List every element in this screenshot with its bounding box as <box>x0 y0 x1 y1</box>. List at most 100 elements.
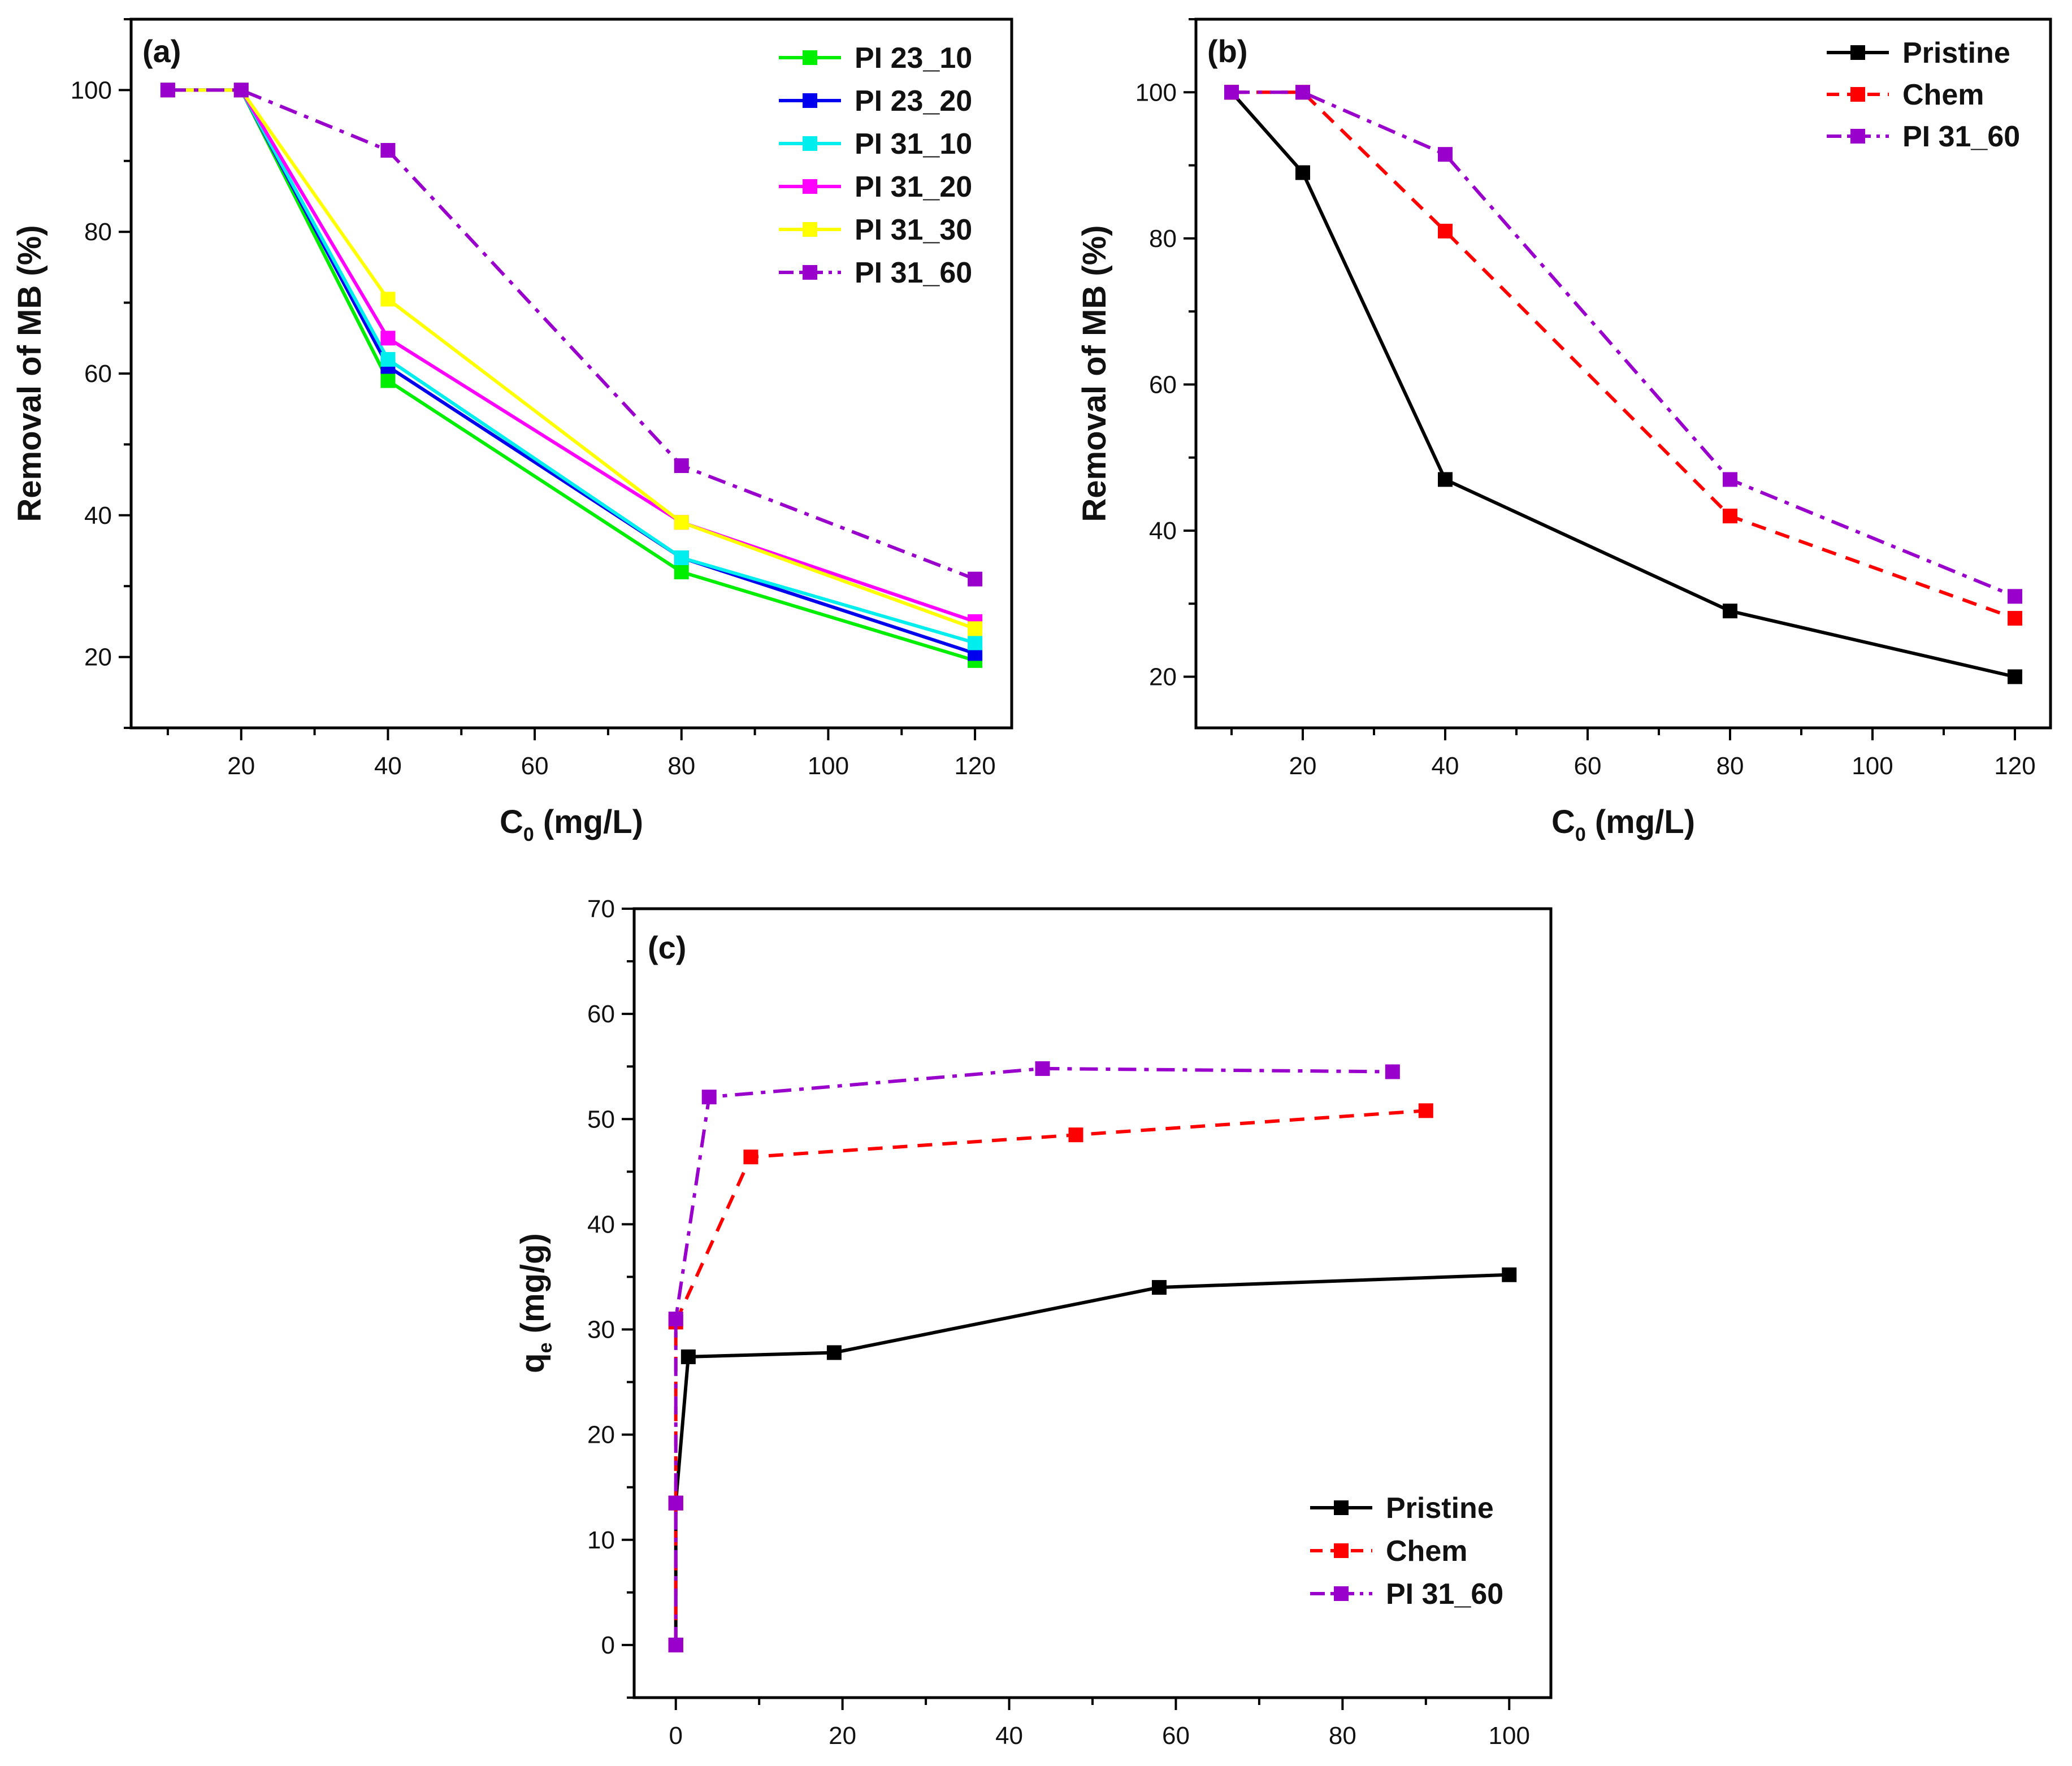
y-tick-label: 80 <box>1149 225 1177 253</box>
panel-tag: (c) <box>648 930 686 965</box>
data-point <box>160 83 175 98</box>
x-axis-title-sub: 0 <box>523 824 534 845</box>
data-point <box>1438 472 1453 487</box>
x-tick-label: 20 <box>1289 752 1317 780</box>
x-tick-label: 60 <box>1162 1722 1190 1750</box>
data-point <box>668 1311 683 1326</box>
legend-label: PI 31_60 <box>1386 1578 1503 1611</box>
y-tick-label: 100 <box>71 76 112 104</box>
data-point <box>1418 1103 1433 1118</box>
legend-marker <box>1334 1586 1349 1601</box>
legend-marker <box>1850 87 1865 102</box>
panel-b: 20 40 60 80 100 120 20 40 60 80 100 C0 (mg/L) Remova… <box>1076 18 2052 845</box>
y-axis-title-rest: (mg/g) <box>514 1233 551 1342</box>
legend-label: PI 31_60 <box>855 257 972 289</box>
legend: Pristine Chem PI 31_60 <box>1827 37 2020 153</box>
legend-label: PI 31_30 <box>855 214 972 246</box>
series-line <box>674 1066 1393 1645</box>
x-tick-label: 0 <box>669 1722 682 1750</box>
data-point <box>1502 1267 1517 1282</box>
y-tick-label: 20 <box>1149 663 1177 691</box>
y-tick-label: 50 <box>587 1105 615 1133</box>
legend-marker <box>803 222 817 237</box>
x-tick-label: 80 <box>667 752 695 780</box>
data-point <box>680 1349 696 1364</box>
data-point <box>1438 147 1453 162</box>
series-line <box>1232 90 2016 598</box>
data-point <box>2008 589 2022 604</box>
x-axis-title-rest: (mg/L) <box>1586 804 1695 840</box>
plot-frame <box>1194 18 2052 730</box>
x-tick-label: 100 <box>1489 1722 1530 1750</box>
data-point <box>380 331 396 346</box>
y-tick-label: 20 <box>587 1421 615 1449</box>
y-axis-title-sub: e <box>535 1342 556 1353</box>
legend-label: Chem <box>1902 79 1984 111</box>
y-axis-title-main: q <box>514 1353 551 1373</box>
data-point <box>1295 165 1310 180</box>
data-point <box>743 1149 758 1165</box>
x-tick-label: 40 <box>1432 752 1459 780</box>
x-axis-title-sub: 0 <box>1575 824 1586 845</box>
series-pi-31-60 <box>668 1061 1400 1652</box>
data-point <box>1224 85 1239 100</box>
x-tick-label: 60 <box>521 752 549 780</box>
legend-marker <box>803 179 817 194</box>
data-point <box>380 142 396 158</box>
data-point <box>674 515 689 530</box>
x-tick-label: 20 <box>227 752 255 780</box>
y-tick-label: 20 <box>84 644 112 671</box>
data-point <box>380 292 396 307</box>
legend: PI 23_10 PI 23_20 PI 31_10 PI 31_20 PI 31_30… <box>779 42 972 289</box>
data-point <box>1438 223 1453 238</box>
y-tick-label: 70 <box>587 895 615 923</box>
x-tick-label: 20 <box>829 1722 856 1750</box>
x-axis-title: C0 (mg/L) <box>500 804 643 845</box>
data-point <box>1151 1280 1167 1295</box>
data-point <box>826 1345 842 1360</box>
legend-label: PI 23_20 <box>855 85 972 118</box>
data-point <box>1723 604 1737 619</box>
legend-marker <box>803 265 817 280</box>
data-point <box>380 373 396 388</box>
x-tick-label: 100 <box>1852 752 1893 780</box>
legend-label: Pristine <box>1902 37 2010 70</box>
legend-marker <box>803 50 817 65</box>
panel-tag: (b) <box>1207 33 1248 69</box>
data-point <box>668 1637 683 1652</box>
data-point <box>1385 1064 1400 1079</box>
data-point <box>968 635 983 650</box>
y-axis-title: qe (mg/g) <box>514 1233 556 1373</box>
panel-tag: (a) <box>142 33 181 69</box>
y-tick-label: 40 <box>1149 517 1177 545</box>
data-point <box>674 550 689 566</box>
x-tick-label: 120 <box>1994 752 2035 780</box>
y-tick-label: 60 <box>587 1000 615 1028</box>
legend-marker <box>1850 45 1865 60</box>
x-tick-label: 100 <box>808 752 849 780</box>
series-pi-31-60 <box>1224 85 2022 604</box>
series-line <box>1232 90 2016 620</box>
x-tick-label: 40 <box>995 1722 1023 1750</box>
x-tick-label: 120 <box>954 752 995 780</box>
data-point <box>380 352 396 367</box>
series-pi-31-60 <box>160 83 983 587</box>
x-axis-title-rest: (mg/L) <box>534 804 643 840</box>
data-point <box>701 1090 717 1105</box>
data-point <box>2008 669 2022 684</box>
legend-marker <box>803 136 817 151</box>
y-tick-label: 0 <box>601 1632 615 1659</box>
legend-label: Pristine <box>1386 1492 1494 1525</box>
data-point <box>968 621 983 636</box>
y-tick-label: 80 <box>84 218 112 246</box>
y-tick-label: 40 <box>84 502 112 530</box>
data-point <box>674 565 689 580</box>
x-axis-title-main: C <box>500 804 523 840</box>
y-tick-label: 30 <box>587 1316 615 1344</box>
data-point <box>1035 1061 1050 1076</box>
y-tick-label: 60 <box>1149 371 1177 398</box>
legend-label: Chem <box>1386 1535 1467 1568</box>
legend: Pristine Chem PI 31_60 <box>1310 1492 1503 1611</box>
